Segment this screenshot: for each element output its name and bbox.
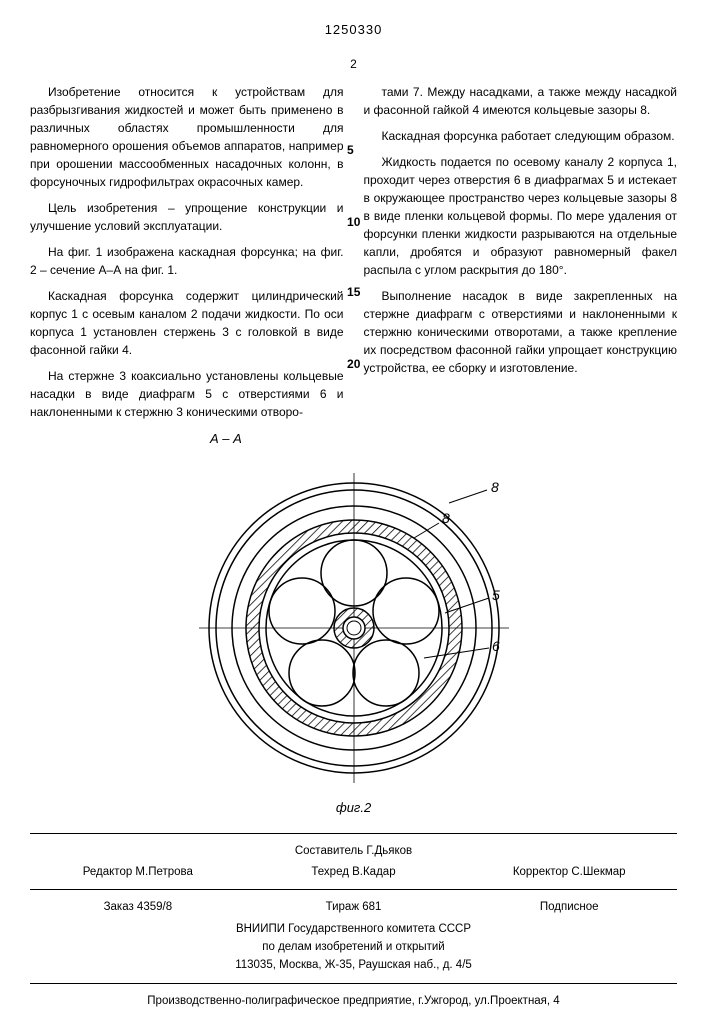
corrector: Корректор С.Шекмар	[461, 863, 677, 881]
para: Каскадная форсунка содержит цилиндрическ…	[30, 287, 344, 359]
para: Жидкость подается по осевому каналу 2 ко…	[364, 153, 678, 279]
order: Заказ 4359/8	[30, 898, 246, 916]
figure-2: 8 8 5 6	[30, 468, 677, 793]
divider	[30, 983, 677, 984]
para: Цель изобретения – упрощение конструкции…	[30, 199, 344, 235]
text-columns: 5 10 15 20 Изобретение относится к устро…	[30, 83, 677, 429]
fig-label-5: 5	[492, 587, 500, 603]
editor: Редактор М.Петрова	[30, 863, 246, 881]
fig-label-6: 6	[492, 638, 500, 654]
subscription: Подписное	[461, 898, 677, 916]
section-label: А – А	[210, 429, 677, 449]
org-address: 113035, Москва, Ж-35, Раушская наб., д. …	[30, 956, 677, 974]
para: На стержне 3 коаксиально установлены кол…	[30, 367, 344, 421]
para: На фиг. 1 изображена каскадная форсунка;…	[30, 243, 344, 279]
column-right: тами 7. Между насадками, а также между н…	[364, 83, 678, 429]
org-line2: по делам изобретений и открытий	[30, 938, 677, 956]
compiler: Составитель Г.Дьяков	[30, 842, 677, 860]
para: Каскадная форсунка работает следующим об…	[364, 127, 678, 145]
para: Выполнение насадок в виде закрепленных н…	[364, 287, 678, 377]
fig-label-8: 8	[491, 479, 499, 495]
print-run: Тираж 681	[246, 898, 462, 916]
doc-number: 1250330	[30, 20, 677, 40]
para: тами 7. Между насадками, а также между н…	[364, 83, 678, 119]
printer: Производственно-полиграфическое предприя…	[30, 992, 677, 1010]
tech-editor: Техред В.Кадар	[246, 863, 462, 881]
divider	[30, 889, 677, 890]
footer: Составитель Г.Дьяков Редактор М.Петрова …	[30, 842, 677, 1011]
para: Изобретение относится к устройствам для …	[30, 83, 344, 191]
org-line1: ВНИИПИ Государственного комитета СССР	[30, 920, 677, 938]
page-number: 2	[30, 55, 677, 73]
fig-label-8b: 8	[442, 510, 450, 526]
divider	[30, 833, 677, 834]
column-left: Изобретение относится к устройствам для …	[30, 83, 344, 429]
figure-caption: фиг.2	[30, 798, 677, 818]
